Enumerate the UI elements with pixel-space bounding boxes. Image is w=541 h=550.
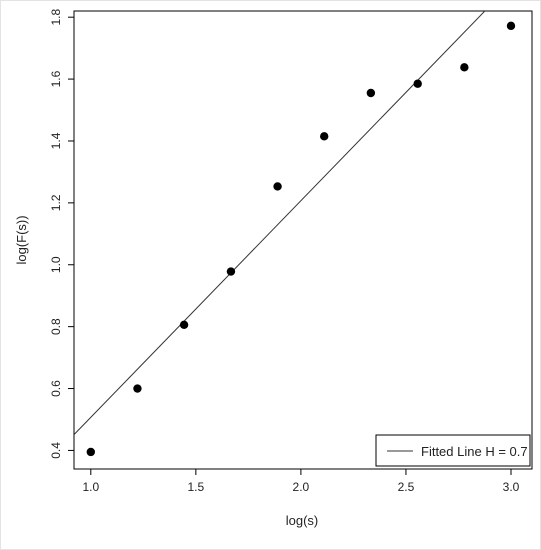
x-tick-label: 2.5 — [398, 480, 415, 494]
data-point — [413, 79, 422, 88]
x-tick-label: 2.0 — [293, 480, 310, 494]
data-point — [320, 132, 329, 141]
data-point — [506, 21, 516, 31]
legend: Fitted Line H = 0.7 — [375, 434, 531, 467]
x-tick-label: 3.0 — [503, 480, 520, 494]
y-axis-title: log(F(s)) — [14, 215, 29, 264]
x-axis-title: log(s) — [286, 513, 319, 528]
data-point — [460, 63, 469, 72]
y-tick-label: 1.4 — [49, 132, 63, 149]
y-tick-label: 1.0 — [49, 256, 63, 273]
data-point — [226, 267, 236, 276]
y-tick-label: 0.4 — [49, 442, 63, 459]
y-tick-label: 0.8 — [49, 318, 63, 335]
y-tick-label: 1.8 — [49, 9, 63, 26]
x-axis: 1.0 1.5 2.0 2.5 3.0 — [82, 469, 520, 494]
data-point — [133, 384, 142, 393]
data-point — [273, 182, 282, 191]
data-point — [86, 447, 96, 457]
x-tick-label: 1.0 — [82, 480, 99, 494]
x-tick-label: 1.5 — [188, 480, 205, 494]
fitted-line — [74, 11, 486, 435]
data-points — [86, 21, 516, 457]
plot-area-border — [73, 10, 533, 470]
y-tick-label: 1.2 — [49, 194, 63, 211]
y-axis: 0.4 0.6 0.8 1.0 1.2 1.4 1.6 1.8 — [49, 9, 74, 459]
y-tick-label: 0.6 — [49, 380, 63, 397]
fitted-line-group — [74, 11, 486, 435]
data-point — [179, 320, 189, 329]
legend-label: Fitted Line H = 0.7 — [421, 444, 528, 459]
y-tick-label: 1.6 — [49, 70, 63, 87]
data-point — [366, 88, 376, 98]
